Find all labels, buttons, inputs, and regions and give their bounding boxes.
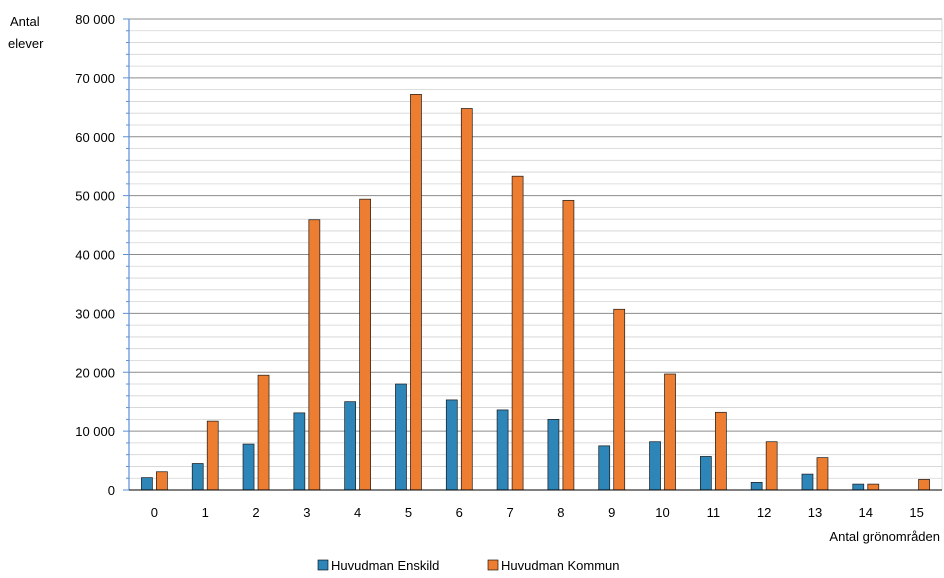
bars (141, 94, 930, 491)
bar-enskild (445, 399, 458, 491)
x-tick-label: 14 (859, 505, 873, 520)
legend-label-kommun: Huvudman Kommun (501, 558, 620, 573)
y-axis-label-line1: Antal (10, 14, 40, 29)
x-tick-label: 15 (909, 505, 923, 520)
bar-enskild (649, 441, 661, 491)
bar-kommun (308, 219, 321, 491)
x-tick-label: 11 (707, 505, 721, 520)
bar-kommun (257, 374, 270, 491)
bar-enskild (547, 419, 560, 491)
x-tick-label: 6 (456, 505, 463, 520)
bar-kommun (867, 483, 880, 491)
legend-swatch-kommun (487, 559, 499, 571)
y-tick-labels: 0 10 000 20 000 30 000 40 000 50 000 60 000 70 … (75, 12, 115, 498)
bar-kommun (156, 471, 168, 491)
legend-swatch-enskild (317, 559, 329, 571)
x-tick-label: 12 (757, 505, 771, 520)
x-tick-label: 2 (252, 505, 259, 520)
bar-enskild (699, 456, 712, 491)
y-tick-label: 60 000 (75, 130, 115, 145)
x-tick-labels: 0 1 2 3 4 5 6 7 8 9 10 11 12 13 14 15 (151, 505, 924, 520)
bar-enskild (141, 477, 153, 491)
x-tick-label: 10 (655, 505, 669, 520)
y-tick-label: 10 000 (75, 424, 115, 439)
bar-enskild (750, 481, 763, 491)
x-tick-label: 1 (202, 505, 209, 520)
bar-kommun (410, 94, 422, 491)
y-tick-label: 0 (108, 483, 115, 498)
legend-label-enskild: Huvudman Enskild (331, 558, 439, 573)
bar-kommun (714, 411, 727, 491)
bar-kommun (511, 175, 524, 491)
y-tick-label: 70 000 (75, 71, 115, 86)
bar-enskild (191, 463, 204, 491)
bar-kommun (664, 373, 676, 491)
legend: Huvudman Enskild Huvudman Kommun (317, 558, 620, 573)
bar-enskild (598, 445, 611, 491)
y-tick-label: 80 000 (75, 12, 115, 27)
bar-kommun (765, 441, 778, 491)
x-tick-label: 0 (151, 505, 158, 520)
bar-enskild (395, 383, 407, 491)
axes (123, 18, 942, 491)
bar-enskild (293, 412, 306, 491)
bar-kommun (460, 108, 473, 491)
y-axis-label-line2: elever (8, 36, 44, 51)
bar-kommun (206, 420, 219, 491)
x-tick-label: 7 (506, 505, 513, 520)
bar-enskild (852, 483, 865, 491)
bar-kommun (816, 457, 829, 491)
y-tick-label: 20 000 (75, 365, 115, 380)
bar-enskild (242, 443, 255, 491)
bar-kommun (613, 308, 626, 491)
x-tick-label: 9 (608, 505, 615, 520)
y-tick-label: 50 000 (75, 189, 115, 204)
bar-enskild (496, 409, 509, 491)
x-tick-label: 4 (354, 505, 361, 520)
bar-enskild (801, 473, 814, 491)
bar-kommun (918, 479, 930, 491)
bar-kommun (359, 198, 372, 491)
y-tick-label: 40 000 (75, 248, 115, 263)
gridlines (129, 18, 943, 491)
x-tick-label: 8 (557, 505, 564, 520)
bar-enskild (344, 401, 357, 491)
x-tick-label: 3 (303, 505, 310, 520)
bar-kommun (562, 199, 575, 491)
x-tick-label: 13 (808, 505, 822, 520)
x-axis-label: Antal grönområden (829, 529, 940, 544)
x-tick-label: 5 (405, 505, 412, 520)
y-tick-label: 30 000 (75, 306, 115, 321)
